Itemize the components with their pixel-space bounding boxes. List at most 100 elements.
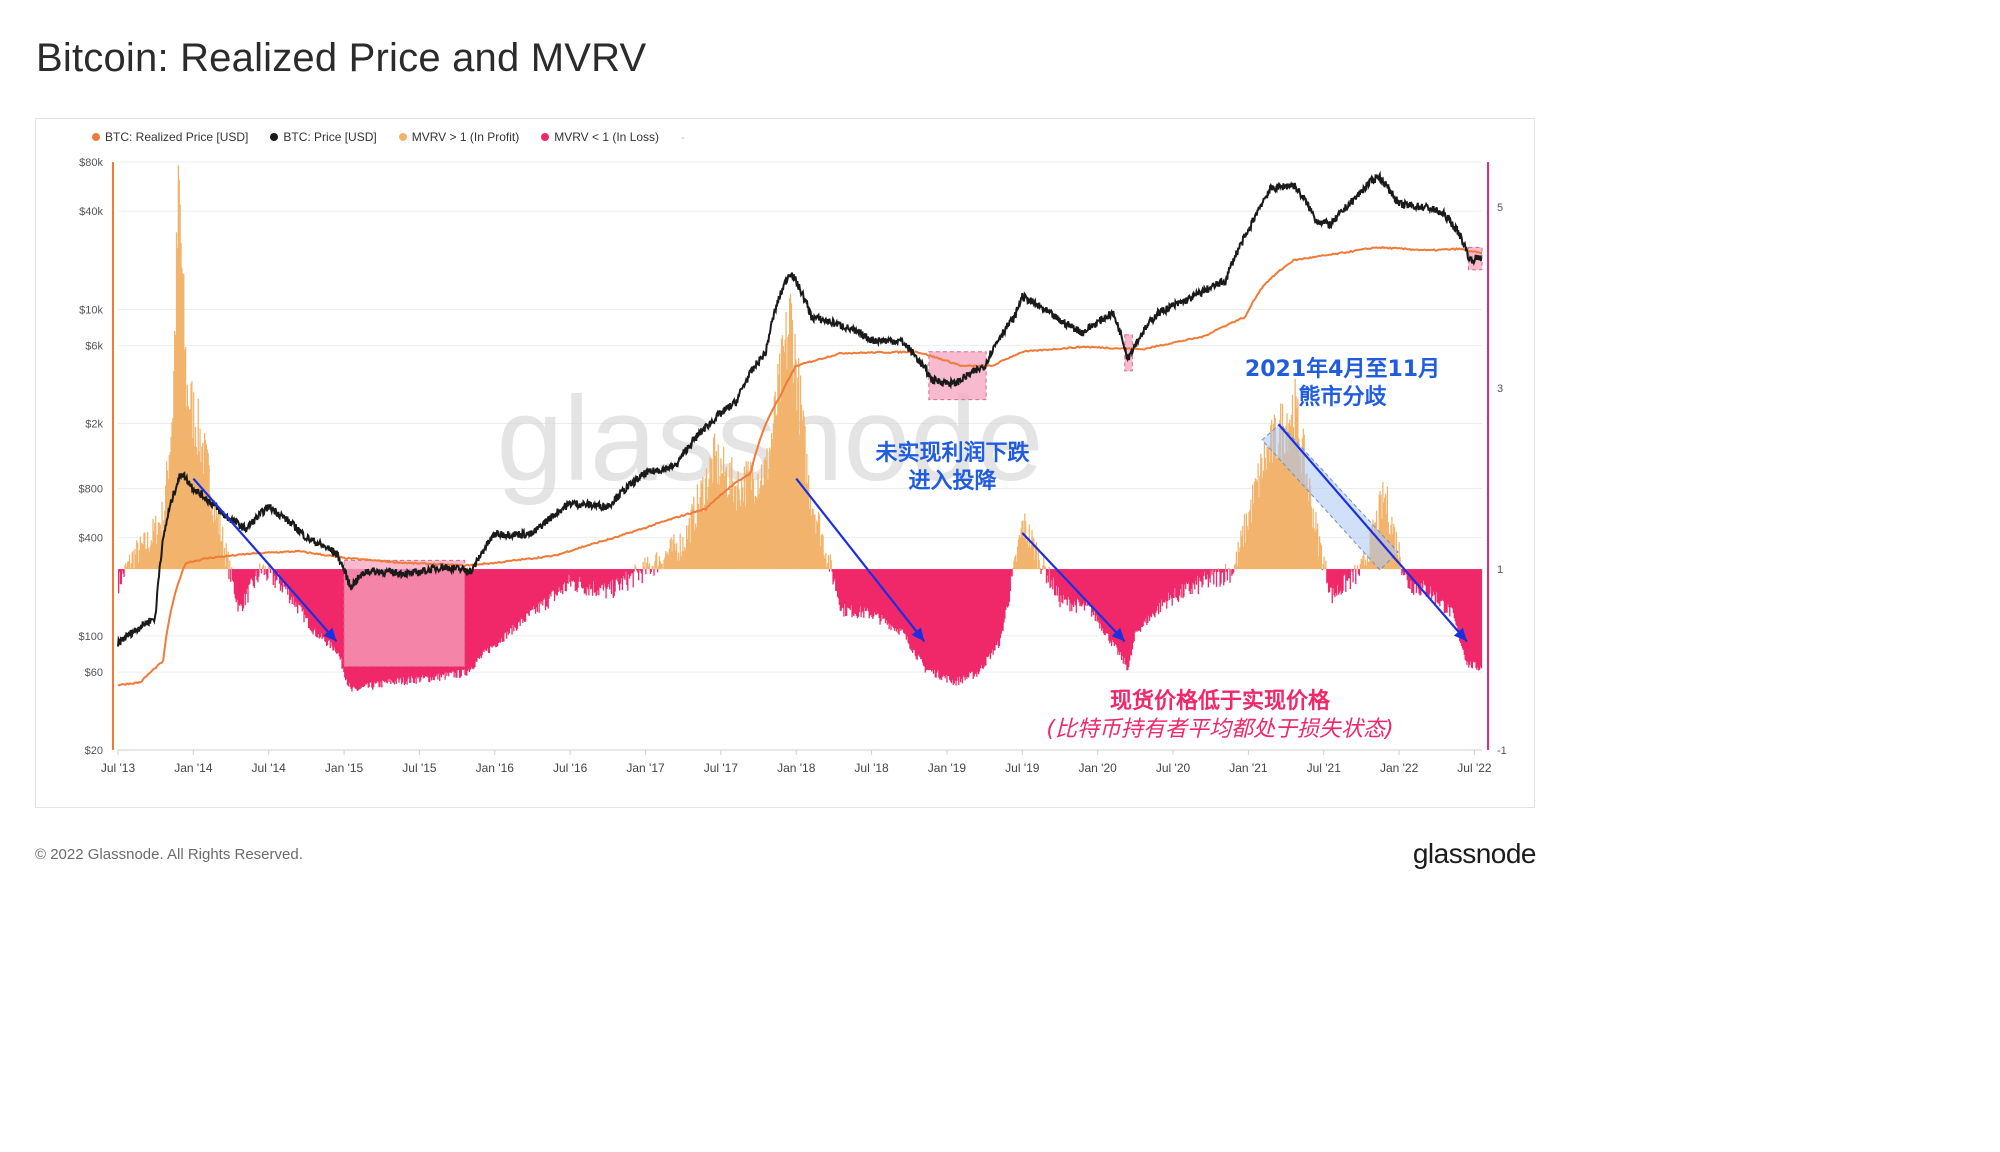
- mvrv-bar: [515, 569, 518, 631]
- mvrv-bar: [970, 569, 973, 672]
- mvrv-bar: [751, 469, 754, 570]
- mvrv-bar: [615, 569, 617, 580]
- mvrv-bar: [1184, 569, 1186, 585]
- mvrv-bar: [506, 569, 509, 632]
- mvrv-bar: [975, 569, 977, 674]
- mvrv-bar: [595, 569, 597, 597]
- mvrv-bar: [529, 569, 531, 611]
- mvrv-bar: [235, 569, 237, 603]
- mvrv-bar: [912, 569, 915, 650]
- mvrv-bar: [470, 569, 472, 668]
- mvrv-bar: [1143, 569, 1145, 621]
- mvrv-bar: [812, 508, 814, 570]
- mvrv-bar: [588, 569, 590, 596]
- mvrv-bar: [746, 470, 748, 570]
- mvrv-bar: [1349, 569, 1351, 590]
- mvrv-bar: [1421, 569, 1423, 584]
- mvrv-bar: [1054, 569, 1057, 596]
- mvrv-bar: [1207, 569, 1209, 588]
- mvrv-bar: [930, 569, 932, 670]
- mvrv-bar: [213, 499, 216, 570]
- mvrv-bar: [1258, 497, 1260, 570]
- mvrv-bar: [261, 566, 264, 570]
- mvrv-bar: [290, 569, 293, 597]
- mvrv-bar: [537, 569, 539, 604]
- mvrv-bar: [729, 462, 731, 570]
- legend-item-realized-price[interactable]: BTC: Realized Price [USD]: [92, 130, 248, 144]
- mvrv-bar: [589, 569, 591, 585]
- mvrv-bar: [1151, 569, 1153, 614]
- mvrv-bar: [475, 569, 477, 662]
- mvrv-bar: [922, 569, 925, 666]
- mvrv-bar: [658, 556, 661, 570]
- mvrv-bar: [206, 449, 208, 570]
- mvrv-bar: [1285, 425, 1287, 570]
- trend-arrow-line: [1277, 423, 1468, 643]
- mvrv-bar: [512, 569, 514, 626]
- mvrv-bar: [1192, 569, 1194, 583]
- mvrv-bar: [992, 569, 994, 655]
- mvrv-bar: [279, 569, 282, 591]
- mvrv-bar: [175, 232, 178, 570]
- mvrv-bar: [1327, 569, 1330, 593]
- mvrv-bar: [990, 569, 992, 654]
- mvrv-bar: [189, 409, 191, 570]
- mvrv-bar: [624, 569, 626, 580]
- mvrv-bar: [1146, 569, 1148, 626]
- mvrv-bar: [1364, 565, 1366, 570]
- mvrv-bar: [599, 569, 602, 589]
- mvrv-bar: [1348, 569, 1351, 579]
- mvrv-bar: [963, 569, 965, 678]
- mvrv-bar: [322, 569, 324, 638]
- mvrv-bar: [559, 569, 561, 591]
- mvrv-bar: [897, 569, 899, 634]
- brand-logo[interactable]: glassnode: [1412, 838, 1537, 869]
- mvrv-bar: [534, 569, 537, 614]
- legend-item-price[interactable]: BTC: Price [USD]: [270, 130, 377, 144]
- mvrv-bar: [1081, 569, 1083, 607]
- mvrv-bar: [471, 569, 473, 669]
- mvrv-bar: [1131, 569, 1134, 650]
- mvrv-bar: [1091, 569, 1093, 617]
- mvrv-bar: [598, 569, 600, 596]
- mvrv-bar: [1188, 569, 1191, 592]
- mvrv-bar: [153, 530, 155, 570]
- mvrv-bar: [1468, 569, 1470, 668]
- mvrv-bar: [853, 569, 855, 617]
- mvrv-bar: [496, 569, 498, 647]
- mvrv-bar: [751, 490, 753, 570]
- price-lines: [117, 170, 1483, 687]
- mvrv-bar: [1465, 569, 1467, 661]
- mvrv-bar: [555, 569, 557, 595]
- mvrv-bar: [1346, 569, 1348, 581]
- legend-label: BTC: Price [USD]: [283, 130, 377, 144]
- mvrv-bar: [1174, 569, 1176, 589]
- mvrv-bar: [1324, 567, 1326, 570]
- mvrv-bar: [1137, 569, 1139, 631]
- mvrv-bar: [738, 489, 740, 570]
- legend-item-mvrv-loss[interactable]: MVRV < 1 (In Loss): [541, 130, 659, 144]
- mvrv-bar: [1181, 569, 1183, 585]
- mvrv-bar: [466, 569, 468, 676]
- mvrv-bar: [1429, 569, 1431, 594]
- mvrv-bar: [712, 482, 714, 570]
- mvrv-bar: [546, 569, 548, 607]
- mvrv-bar: [132, 550, 134, 570]
- mvrv-bar: [292, 569, 294, 597]
- mvrv-bar: [657, 565, 660, 570]
- mvrv-bar: [1308, 501, 1310, 570]
- mvrv-bar: [320, 569, 322, 634]
- mvrv-bar: [820, 535, 822, 570]
- mvrv-bar: [161, 501, 163, 570]
- trend-arrow-line: [1021, 532, 1126, 643]
- mvrv-bar: [468, 569, 471, 673]
- legend-item-extra[interactable]: -: [681, 130, 685, 144]
- mvrv-bar: [1038, 559, 1040, 570]
- legend-item-mvrv-profit[interactable]: MVRV > 1 (In Profit): [398, 130, 519, 144]
- mvrv-bar: [579, 569, 581, 577]
- mvrv-bar: [1478, 569, 1481, 670]
- mvrv-bar: [1025, 521, 1027, 570]
- mvrv-bar: [696, 484, 699, 570]
- mvrv-bar: [209, 494, 211, 570]
- mvrv-bar: [1278, 443, 1280, 570]
